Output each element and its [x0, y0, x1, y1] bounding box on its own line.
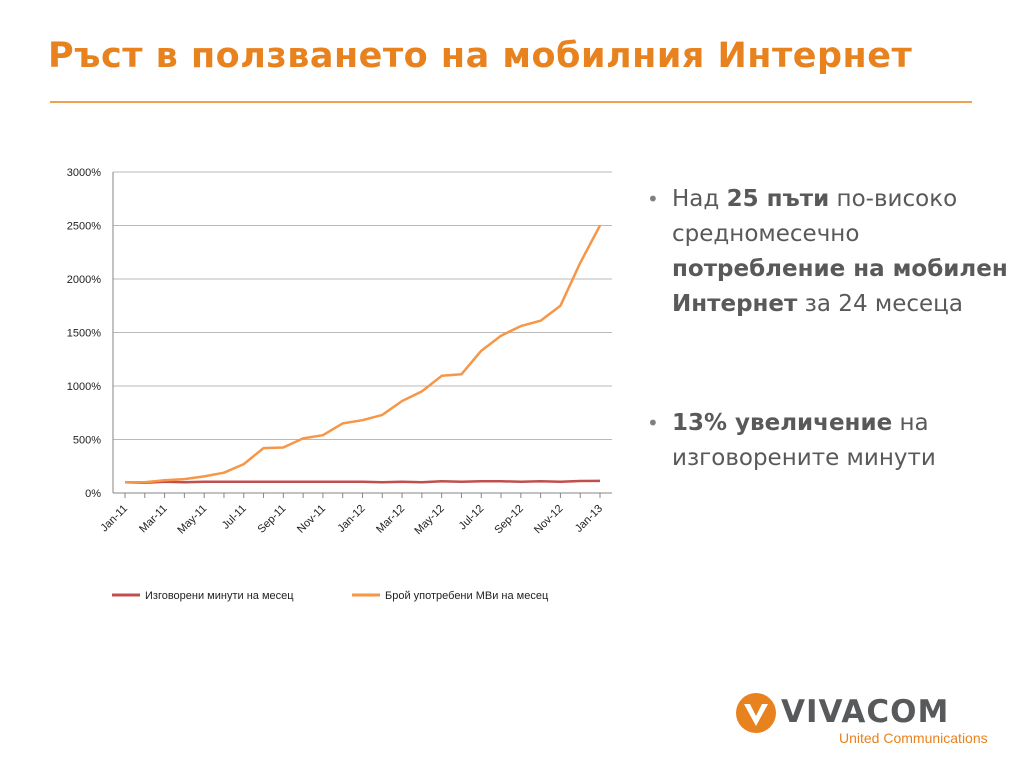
x-tick-label: Mar-11 [137, 503, 170, 536]
bullet-item-1: • Над 25 пъти по-високо средномесечно по… [645, 182, 1015, 322]
logo-tagline: United Communications [839, 730, 988, 746]
x-tick-label: Jul-11 [220, 503, 249, 532]
x-tick-label: May-12 [412, 503, 446, 537]
bullet-list: • Над 25 пъти по-високо средномесечно по… [645, 182, 1015, 476]
legend-label-1: Изговорени минути на месец [145, 590, 294, 602]
x-tick-label: Jan-11 [98, 503, 130, 535]
x-tick-label: May-11 [175, 503, 209, 537]
series-line-1 [124, 479, 601, 485]
y-tick-label: 0% [85, 488, 101, 500]
slide-title: Ръст в ползването на мобилния Интернет [48, 36, 913, 76]
bullet-text-1: Над 25 пъти по-високо средномесечно потр… [672, 186, 1008, 317]
x-tick-label: Nov-12 [532, 503, 566, 537]
y-tick-label: 500% [73, 435, 101, 447]
y-tick-label: 1000% [67, 381, 101, 393]
y-tick-label: 2000% [67, 274, 101, 286]
y-tick-label: 1500% [67, 328, 101, 340]
legend-label-2: Брой употребени MBи на месец [385, 590, 549, 602]
bullet-text-2: 13% увеличение на изговорените минути [672, 410, 936, 471]
x-tick-label: Mar-12 [374, 503, 407, 536]
bullet-dot-icon: • [647, 187, 659, 211]
x-tick-label: Sep-11 [255, 503, 288, 536]
title-underline [50, 101, 972, 103]
bullet-dot-icon: • [647, 411, 659, 435]
bullet-item-2: • 13% увеличение на изговорените минути [645, 406, 1015, 476]
x-tick-label: Sep-12 [492, 503, 526, 537]
x-tick-label: Jan-13 [573, 503, 605, 535]
y-tick-label: 2500% [67, 221, 101, 233]
vivacom-v-icon [736, 693, 776, 733]
x-tick-label: Jan-12 [335, 503, 367, 535]
series-line-2 [125, 224, 602, 484]
x-tick-label: Nov-11 [295, 503, 328, 536]
vivacom-logo: VIVACOM United Communications [735, 688, 988, 752]
x-tick-label: Jul-12 [457, 503, 487, 533]
y-tick-label: 3000% [67, 167, 101, 179]
logo-wordmark: VIVACOM [781, 694, 950, 730]
